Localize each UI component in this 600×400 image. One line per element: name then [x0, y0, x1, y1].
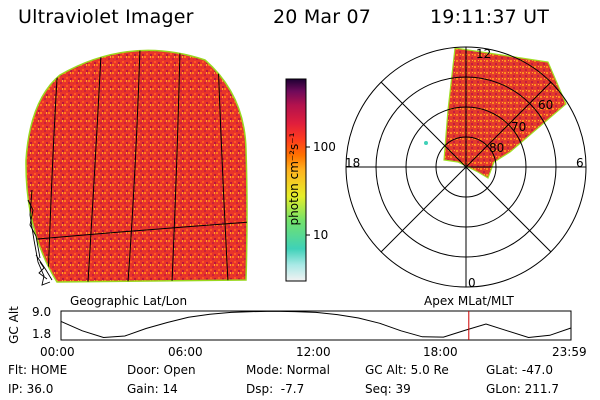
- polar-label-0: 0: [468, 276, 476, 290]
- polar-lat-60: 60: [538, 98, 554, 112]
- status-ip: IP: 36.0: [8, 382, 54, 396]
- polar-lat-80: 80: [489, 141, 505, 155]
- status-flt: Flt: HOME: [8, 363, 68, 377]
- earth-image: [25, 49, 248, 286]
- time-label: 19:11:37 UT: [430, 6, 550, 28]
- altitude-xtick: 18:00: [423, 345, 458, 359]
- date-label: 20 Mar 07: [273, 6, 372, 28]
- left-panel-label: Geographic Lat/Lon: [70, 294, 188, 308]
- coastline-outline: [27, 189, 53, 286]
- aurora-dot: [424, 141, 428, 145]
- altitude-xtick: 23:59: [552, 345, 587, 359]
- aurora-wedge: [443, 47, 567, 179]
- status-glon: GLon: 211.7: [486, 382, 559, 396]
- altitude-ytick-high: 9.0: [32, 305, 52, 319]
- altitude-xtick: 00:00: [40, 345, 75, 359]
- altitude-curve: [60, 310, 571, 339]
- polar-label-12: 12: [476, 47, 492, 61]
- polar-plot: [345, 46, 587, 288]
- right-panel-label: Apex MLat/MLT: [424, 294, 514, 308]
- status-gain: Gain: 14: [127, 382, 178, 396]
- altitude-ylabel: GC Alt: [7, 306, 21, 344]
- altitude-ytick-low: 1.8: [32, 327, 52, 341]
- status-seq: Seq: 39: [365, 382, 411, 396]
- status-glat: GLat: -47.0: [486, 363, 553, 377]
- status-dsp: Dsp: -7.7: [246, 382, 305, 396]
- altitude-xtick: 06:00: [168, 345, 203, 359]
- polar-label-18: 18: [345, 156, 361, 170]
- polar-label-6: 6: [576, 156, 584, 170]
- polar-lat-70: 70: [511, 120, 527, 134]
- instrument-title: Ultraviolet Imager: [18, 6, 194, 28]
- colorbar-tick-100: 100: [313, 140, 336, 154]
- status-door: Door: Open: [127, 363, 196, 377]
- altitude-plot: [60, 310, 572, 341]
- colorbar-label: photon cm⁻²s⁻¹: [287, 132, 301, 226]
- altitude-xtick: 12:00: [296, 345, 331, 359]
- status-mode: Mode: Normal: [246, 363, 330, 377]
- colorbar-tick-10: 10: [313, 228, 329, 242]
- status-gc-alt: GC Alt: 5.0 Re: [365, 363, 449, 377]
- colorbar: [285, 78, 310, 282]
